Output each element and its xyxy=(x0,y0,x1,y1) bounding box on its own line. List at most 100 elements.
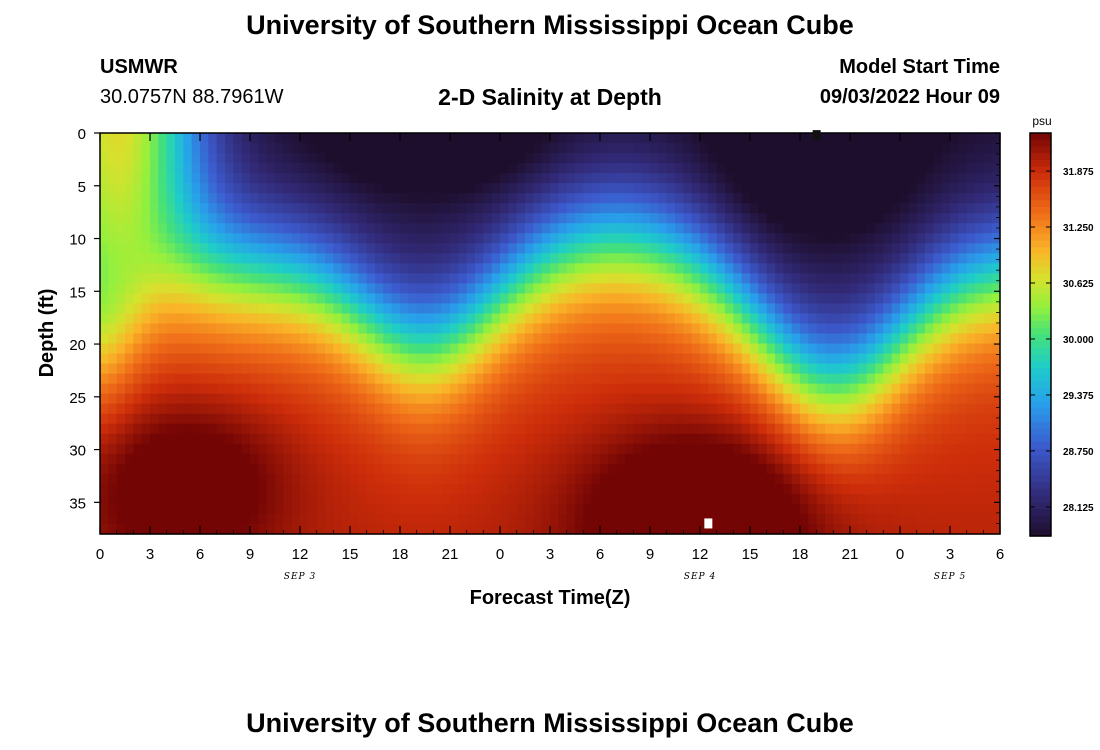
heatmap-cell xyxy=(258,203,268,214)
heatmap-cell xyxy=(766,433,776,445)
heatmap-cell xyxy=(133,293,143,305)
heatmap-cell xyxy=(108,233,118,244)
heatmap-cell xyxy=(625,183,634,194)
heatmap-cell xyxy=(208,483,218,495)
heatmap-cell xyxy=(325,393,334,405)
heatmap-cell xyxy=(858,403,868,415)
heatmap-cell xyxy=(291,513,301,525)
heatmap-cell xyxy=(666,213,676,224)
heatmap-cell xyxy=(725,153,734,164)
heatmap-cell xyxy=(708,213,718,224)
heatmap-cell xyxy=(558,253,568,264)
heatmap-cell xyxy=(991,313,1001,325)
heatmap-cell xyxy=(391,133,401,144)
heatmap-cell xyxy=(366,333,376,345)
heatmap-cell xyxy=(900,353,909,365)
heatmap-cell xyxy=(633,223,643,234)
heatmap-cell xyxy=(641,183,651,194)
heatmap-cell xyxy=(275,463,284,475)
heatmap-cell xyxy=(208,323,218,335)
heatmap-cell xyxy=(533,183,543,194)
heatmap-cell xyxy=(600,193,609,204)
heatmap-cell xyxy=(341,223,351,234)
heatmap-cell xyxy=(500,333,509,345)
heatmap-cell xyxy=(366,153,376,164)
heatmap-cell xyxy=(633,193,643,204)
colorbar-swatch xyxy=(1030,200,1051,208)
heatmap-cell xyxy=(158,463,168,475)
heatmap-cell xyxy=(908,263,918,274)
heatmap-cell xyxy=(350,453,359,465)
heatmap-cell xyxy=(916,303,926,315)
heatmap-cell xyxy=(933,503,943,515)
heatmap-cell xyxy=(483,433,493,445)
heatmap-cell xyxy=(483,223,493,234)
heatmap-cell xyxy=(191,453,201,465)
colorbar-swatch xyxy=(1030,193,1051,201)
x-tick-label: 15 xyxy=(342,546,359,563)
heatmap-cell xyxy=(258,283,268,294)
heatmap-cell xyxy=(350,373,359,385)
heatmap-cell xyxy=(566,263,576,274)
heatmap-cell xyxy=(250,303,259,315)
heatmap-cell xyxy=(341,333,351,345)
heatmap-cell xyxy=(541,393,551,405)
heatmap-cell xyxy=(241,413,251,425)
heatmap-cell xyxy=(833,163,843,174)
heatmap-cell xyxy=(691,453,701,465)
heatmap-cell xyxy=(783,323,793,335)
heatmap-cell xyxy=(675,483,684,495)
heatmap-cell xyxy=(758,223,768,234)
heatmap-cell xyxy=(700,353,709,365)
heatmap-cell xyxy=(416,343,426,355)
heatmap-cell xyxy=(450,203,459,214)
heatmap-cell xyxy=(416,473,426,485)
heatmap-cell xyxy=(883,483,893,495)
heatmap-cell xyxy=(291,193,301,204)
heatmap-cell xyxy=(491,453,501,465)
heatmap-cell xyxy=(816,393,826,405)
heatmap-cell xyxy=(416,523,426,535)
heatmap-cell xyxy=(733,523,743,535)
heatmap-cell xyxy=(400,193,409,204)
heatmap-cell xyxy=(866,303,876,315)
colorbar-swatch xyxy=(1030,448,1051,456)
heatmap-cell xyxy=(466,513,476,525)
heatmap-cell xyxy=(366,253,376,264)
heatmap-cell xyxy=(391,383,401,395)
heatmap-cell xyxy=(708,143,718,154)
heatmap-cell xyxy=(841,263,851,274)
heatmap-cell xyxy=(666,253,676,264)
heatmap-cell xyxy=(283,333,293,345)
heatmap-cell xyxy=(283,413,293,425)
heatmap-cell xyxy=(650,383,659,395)
heatmap-cell xyxy=(383,373,393,385)
heatmap-cell xyxy=(516,323,526,335)
heatmap-cell xyxy=(741,193,751,204)
heatmap-cell xyxy=(941,133,951,144)
heatmap-cell xyxy=(341,303,351,315)
heatmap-cell xyxy=(891,273,901,284)
heatmap-cell xyxy=(291,333,301,345)
heatmap-cell xyxy=(116,493,126,505)
heatmap-cell xyxy=(291,353,301,365)
heatmap-cell xyxy=(825,373,834,385)
heatmap-cell xyxy=(533,413,543,425)
heatmap-cell xyxy=(375,173,384,184)
heatmap-cell xyxy=(275,133,284,144)
heatmap-cell xyxy=(741,293,751,305)
heatmap-cell xyxy=(458,453,468,465)
heatmap-cell xyxy=(975,463,984,475)
heatmap-cell xyxy=(266,273,276,284)
heatmap-cell xyxy=(541,333,551,345)
heatmap-cell xyxy=(608,173,618,184)
heatmap-cell xyxy=(533,363,543,375)
heatmap-cell xyxy=(516,173,526,184)
heatmap-cell xyxy=(691,403,701,415)
heatmap-cell xyxy=(825,173,834,184)
heatmap-cell xyxy=(366,443,376,455)
heatmap-cell xyxy=(141,143,151,154)
heatmap-cell xyxy=(391,183,401,194)
heatmap-cell xyxy=(525,143,534,154)
heatmap-cell xyxy=(541,223,551,234)
